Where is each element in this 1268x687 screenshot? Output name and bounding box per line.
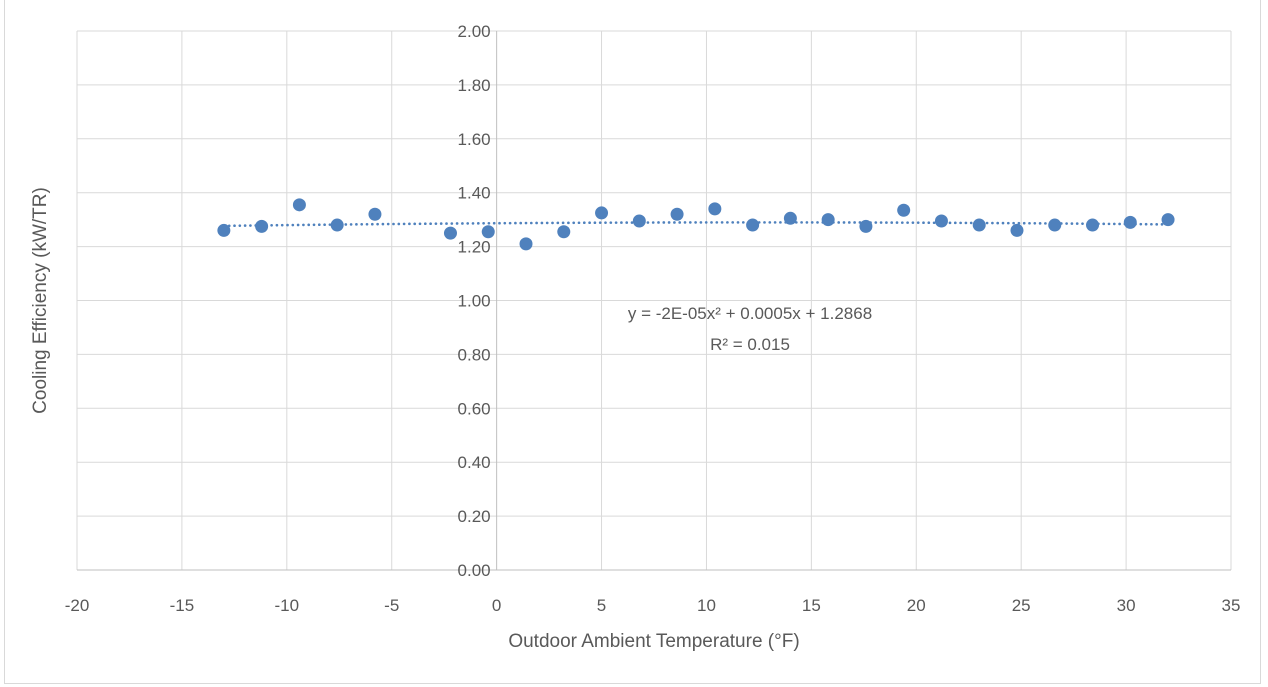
data-point [783, 211, 797, 225]
y-tick-label: 0.60 [458, 399, 491, 418]
data-point [708, 202, 722, 216]
data-point [859, 219, 873, 233]
data-point [443, 226, 457, 240]
trendline [222, 221, 1170, 228]
gridlines [76, 30, 1232, 570]
x-tick-label: 25 [1012, 596, 1031, 615]
x-tick-label: -10 [275, 596, 300, 615]
y-tick-label: 1.20 [458, 238, 491, 257]
y-axis-title: Cooling Efficiency (kW/TR) [30, 187, 51, 414]
data-point [292, 198, 306, 212]
trendline-r-squared: R² = 0.015 [710, 335, 790, 354]
x-tick-label: -15 [170, 596, 195, 615]
scatter-chart: -20 -15 -10 -5 0 5 10 15 20 25 30 35 0.00 0.20 0.40 0.6… [30, 22, 1241, 652]
y-tick-label: 1.40 [458, 184, 491, 203]
data-point [595, 206, 609, 220]
data-point [670, 207, 684, 221]
data-point [821, 213, 835, 227]
y-tick-label: 0.20 [458, 507, 491, 526]
data-point [255, 219, 269, 233]
data-point [897, 203, 911, 217]
data-point [972, 218, 986, 232]
data-point [1086, 218, 1100, 232]
data-point [1161, 213, 1175, 227]
y-tick-label: 0.80 [458, 345, 491, 364]
y-tick-label: 1.60 [458, 130, 491, 149]
data-point [746, 218, 760, 232]
x-tick-label: -5 [384, 596, 399, 615]
x-tick-label: -20 [65, 596, 90, 615]
data-point [1010, 223, 1024, 237]
y-tick-label: 1.80 [458, 76, 491, 95]
data-point [1123, 215, 1137, 229]
tick-labels: -20 -15 -10 -5 0 5 10 15 20 25 30 35 0.00 0.20 0.40 0.6… [65, 22, 1241, 615]
data-point [481, 225, 495, 239]
chart-area: -20 -15 -10 -5 0 5 10 15 20 25 30 35 0.00 0.20 0.40 0.6… [4, 0, 1261, 684]
x-tick-label: 10 [697, 596, 716, 615]
x-tick-label: 15 [802, 596, 821, 615]
axes [77, 31, 1231, 571]
x-tick-label: 5 [597, 596, 606, 615]
x-axis-title: Outdoor Ambient Temperature (°F) [508, 631, 799, 652]
y-tick-label: 0.40 [458, 453, 491, 472]
y-tick-label: 0.00 [458, 561, 491, 580]
data-point [632, 214, 646, 228]
trendline-equation: y = -2E-05x² + 0.0005x + 1.2868 [628, 304, 872, 323]
data-point [519, 237, 533, 251]
x-tick-label: 30 [1117, 596, 1136, 615]
data-points [217, 198, 1175, 251]
data-point [1048, 218, 1062, 232]
data-point [217, 223, 231, 237]
data-point [557, 225, 571, 239]
data-point [368, 207, 382, 221]
x-tick-label: 20 [907, 596, 926, 615]
y-tick-label: 2.00 [458, 22, 491, 41]
x-tick-label: 35 [1222, 596, 1241, 615]
x-tick-label: 0 [492, 596, 501, 615]
trendline-group [222, 221, 1170, 228]
data-point [330, 218, 344, 232]
data-point [934, 214, 948, 228]
y-tick-label: 1.00 [458, 292, 491, 311]
